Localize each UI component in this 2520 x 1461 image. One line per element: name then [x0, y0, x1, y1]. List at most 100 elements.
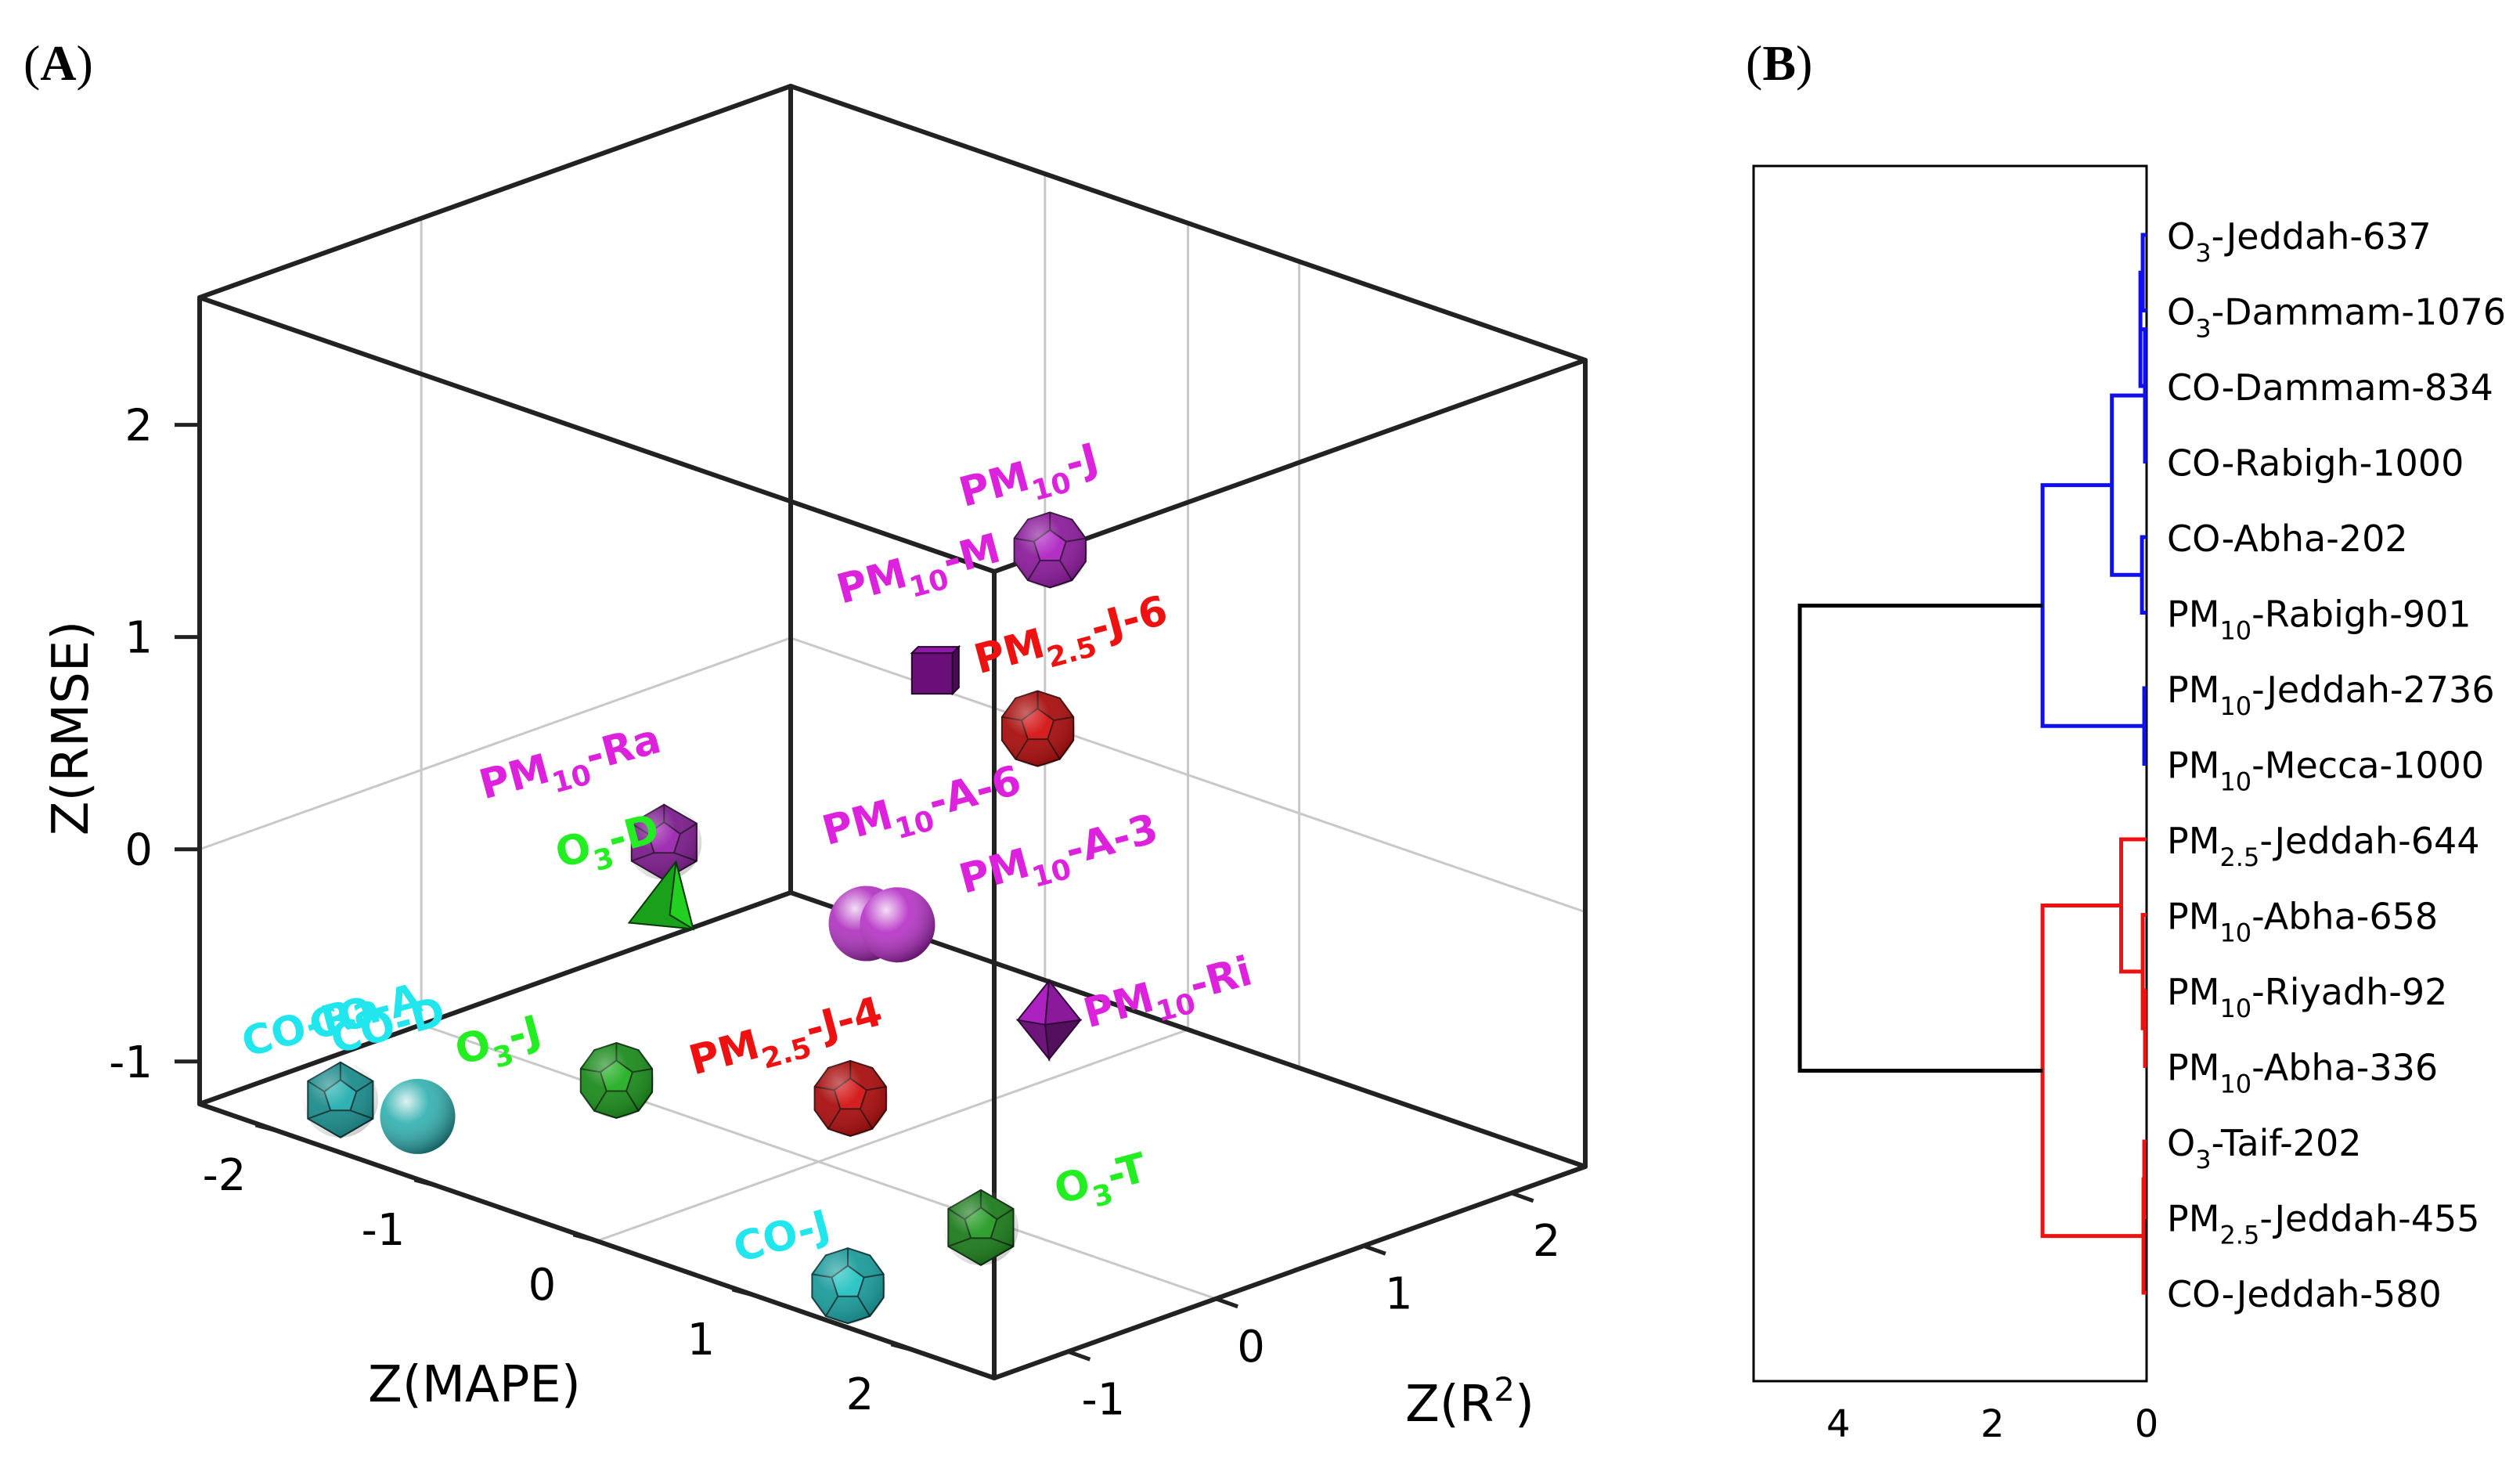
point-label: PM10-Ra	[474, 716, 668, 818]
leaf-base: CO-Rabigh-1000	[2167, 442, 2464, 485]
point-label: PM10-M	[832, 525, 1008, 623]
z-tick-label: -1	[109, 1037, 153, 1088]
leaf-tail: -Jeddah-644	[2259, 820, 2479, 862]
sphere-shading	[380, 1078, 456, 1154]
link-path	[2140, 233, 2147, 312]
leaf-label: O3-Jeddah-637	[2167, 215, 2432, 268]
cube-front	[910, 652, 954, 695]
dendrogram-frame	[1752, 164, 2148, 1383]
point-label: PM10-J	[954, 435, 1105, 525]
dendrogram-tick-label: 2	[1981, 1402, 2005, 1446]
point-label-tail: -A-6	[924, 757, 1026, 827]
marker-shading	[302, 1062, 378, 1138]
marker-shading	[943, 1189, 1018, 1265]
x-tick-label: -2	[203, 1150, 247, 1201]
point-label-tail: -A-3	[1060, 806, 1163, 875]
point-label-tail: -J-4	[800, 988, 887, 1054]
tick-mark	[413, 1178, 439, 1189]
leaf-base: O	[2167, 215, 2195, 258]
octa-face	[1016, 978, 1051, 1026]
dendrogram-link	[2040, 903, 2144, 1239]
octa-face	[1044, 1019, 1083, 1062]
leaf-sub: 10	[2219, 994, 2251, 1023]
z-tick-label: 1	[124, 613, 153, 664]
x-tick-label: -1	[362, 1205, 406, 1256]
leaf-label: PM10-Abha-336	[2167, 1047, 2438, 1099]
marker-shading	[1000, 691, 1076, 767]
leaf-tail: -Taif-202	[2212, 1122, 2362, 1164]
leaf-base: PM	[2167, 745, 2219, 787]
leaf-base: PM	[2167, 820, 2219, 862]
leaf-tail: -Abha-658	[2251, 896, 2438, 938]
point-label-tail: -Ra	[580, 716, 665, 781]
point-o3-t	[943, 1189, 1018, 1267]
axis-box	[197, 84, 1588, 1380]
leaf-label: O3-Taif-202	[2167, 1122, 2361, 1174]
x-axis-label: Z(MAPE)	[368, 1356, 581, 1414]
leaf-tail: -Jeddah-637	[2212, 215, 2432, 258]
point-label: PM10-A-3	[954, 806, 1165, 913]
tick-mark	[254, 1123, 280, 1134]
marker-shading	[626, 804, 702, 880]
point-label-base: PM	[474, 745, 554, 809]
point-label-base: PM	[969, 620, 1049, 684]
point-pm25-j-4	[813, 1059, 889, 1137]
leaf-sub: 10	[2219, 1070, 2251, 1099]
dendrogram-link	[2143, 988, 2147, 1068]
dendrogram-link	[2119, 837, 2147, 974]
point-pm10-ra	[626, 803, 702, 881]
point-label-base: O	[550, 824, 596, 878]
link-path	[2143, 988, 2147, 1068]
point-pm10-m	[910, 644, 961, 696]
leaf-sub: 10	[2219, 616, 2251, 646]
dendrogram-link	[2140, 913, 2147, 1030]
x-tick-label: 1	[687, 1315, 716, 1365]
leaf-base: PM	[2167, 669, 2219, 711]
link-path	[2040, 903, 2144, 1239]
leaf-base: PM	[2167, 1198, 2219, 1240]
marker-shading	[1012, 512, 1088, 588]
point-label-base: PM	[684, 1021, 764, 1084]
cube-top	[910, 646, 961, 655]
axis-edge	[992, 358, 1588, 574]
leaf-tail: -Mecca-1000	[2251, 745, 2484, 787]
leaf-sub: 10	[2219, 691, 2251, 721]
y-tick-label: 2	[1533, 1216, 1561, 1267]
tick-mark	[1215, 1297, 1238, 1309]
leaf-tail: -Dammam-1076	[2212, 291, 2507, 334]
tetra-face	[669, 861, 695, 931]
marker-shading	[810, 1248, 886, 1324]
point-label-base: PM	[1079, 974, 1159, 1037]
tick-mark	[1510, 1191, 1534, 1203]
link-path	[2142, 686, 2147, 766]
point-label-base: PM	[954, 840, 1034, 904]
data-points: PM10-JPM10-MPM2.5-J-6PM10-RaPM10-A-6PM10…	[237, 435, 1256, 1325]
leaf-sub: 3	[2195, 1145, 2211, 1174]
leaf-label: CO-Abha-202	[2167, 518, 2408, 560]
point-pm10-ri	[1015, 978, 1083, 1062]
panel-a-letter: A	[40, 35, 76, 91]
leaf-base: PM	[2167, 971, 2219, 1013]
dendrogram-link	[1797, 603, 2043, 1073]
link-path	[2119, 837, 2147, 974]
grid-line	[199, 637, 791, 851]
point-label-sub: 2.5	[759, 1032, 815, 1076]
leaf-label: CO-Jeddah-580	[2167, 1273, 2442, 1315]
leaf-tail: -Rabigh-901	[2251, 593, 2471, 636]
leaf-base: PM	[2167, 593, 2219, 636]
leaf-sub: 10	[2219, 767, 2251, 797]
leaf-label: PM10-Mecca-1000	[2167, 745, 2484, 797]
leaf-base: CO-Abha-202	[2167, 518, 2408, 560]
y-axis-label: Z(R2)	[1405, 1370, 1534, 1434]
point-label: CO-J	[729, 1202, 835, 1272]
dendrogram-leaves: O3-Jeddah-637O3-Dammam-1076CO-Dammam-834…	[2167, 215, 2506, 1315]
marker-shading	[579, 1042, 654, 1118]
leaf-label: PM10-Rabigh-901	[2167, 593, 2471, 646]
leaf-sub: 3	[2195, 238, 2211, 268]
point-co-ra	[302, 1061, 378, 1138]
tick-mark	[731, 1287, 757, 1298]
point-o3-j	[579, 1041, 654, 1120]
axis-edge	[197, 84, 793, 300]
point-co-j	[810, 1247, 886, 1325]
panel-b: (B) O3-Jeddah-637O3-Dammam-1076CO-Dammam…	[1746, 35, 2506, 1446]
